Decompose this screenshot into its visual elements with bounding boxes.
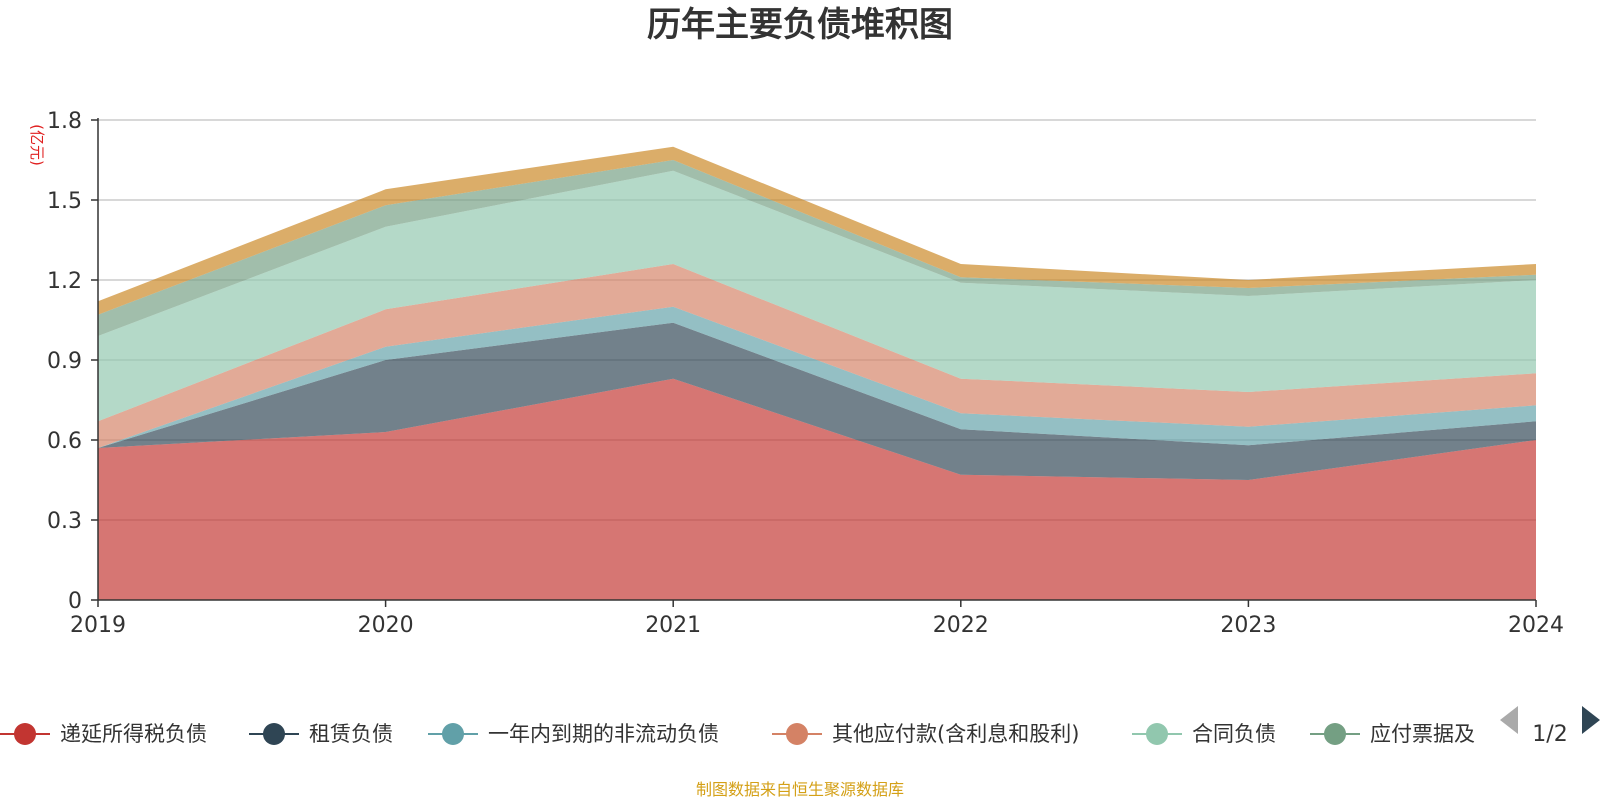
legend-label: 一年内到期的非流动负债 <box>488 722 719 746</box>
legend-marker <box>263 723 285 745</box>
legend-marker <box>1146 723 1168 745</box>
x-tick-label: 2024 <box>1508 613 1564 638</box>
area-series-5 <box>98 170 1536 422</box>
y-tick-label: 0.3 <box>47 509 82 534</box>
data-source: 制图数据来自恒生聚源数据库 <box>696 780 904 799</box>
y-tick-label: 0 <box>68 589 82 614</box>
legend-label: 应付票据及 <box>1370 722 1475 746</box>
x-tick-label: 2022 <box>933 613 989 638</box>
legend: 递延所得税负债 租赁负债 一年内到期的非流动负债 其他应付款(含利息和股利) 合同负债 应… <box>0 722 1475 746</box>
legend-label: 租赁负债 <box>309 722 393 746</box>
axes <box>91 118 1537 607</box>
area-series-6 <box>98 160 1536 336</box>
legend-next-icon[interactable] <box>1582 706 1600 734</box>
legend-item[interactable]: 应付票据及 <box>1310 722 1475 746</box>
legend-label: 合同负债 <box>1192 722 1276 746</box>
x-tick-label: 2021 <box>645 613 701 638</box>
legend-page-number: 1/2 <box>1532 722 1567 747</box>
legend-pager: 1/2 <box>1500 706 1600 747</box>
x-tick-label: 2019 <box>70 613 126 638</box>
area-series-7 <box>98 146 1536 315</box>
chart-title: 历年主要负债堆积图 <box>647 5 953 45</box>
legend-label: 递延所得税负债 <box>60 722 207 746</box>
y-tick-label: 0.6 <box>47 429 82 454</box>
legend-marker <box>14 723 36 745</box>
area-series-2 <box>98 322 1536 480</box>
legend-item[interactable]: 一年内到期的非流动负债 <box>428 722 719 746</box>
legend-marker <box>442 723 464 745</box>
legend-item[interactable]: 合同负债 <box>1132 722 1276 746</box>
area-series-4 <box>98 264 1536 448</box>
x-tick-labels: 2019 2020 2021 2022 2023 2024 <box>70 613 1564 638</box>
y-tick-label: 1.8 <box>47 109 82 134</box>
legend-prev-icon[interactable] <box>1500 706 1518 734</box>
legend-item[interactable]: 递延所得税负债 <box>0 722 207 746</box>
y-axis-unit: (亿元) <box>28 124 46 166</box>
series-areas <box>98 146 1536 600</box>
x-tick-label: 2023 <box>1220 613 1276 638</box>
area-series-1 <box>98 378 1536 600</box>
legend-label: 其他应付款(含利息和股利) <box>832 722 1079 746</box>
y-tick-label: 1.2 <box>47 269 82 294</box>
legend-item[interactable]: 租赁负债 <box>249 722 393 746</box>
legend-item[interactable]: 其他应付款(含利息和股利) <box>772 722 1079 746</box>
y-tick-label: 0.9 <box>47 349 82 374</box>
x-tick-label: 2020 <box>358 613 414 638</box>
legend-marker <box>786 723 808 745</box>
area-series-3 <box>98 306 1536 448</box>
y-tick-labels: 0 0.3 0.6 0.9 1.2 1.5 1.8 <box>47 109 82 614</box>
legend-marker <box>1324 723 1346 745</box>
y-tick-label: 1.5 <box>47 189 82 214</box>
